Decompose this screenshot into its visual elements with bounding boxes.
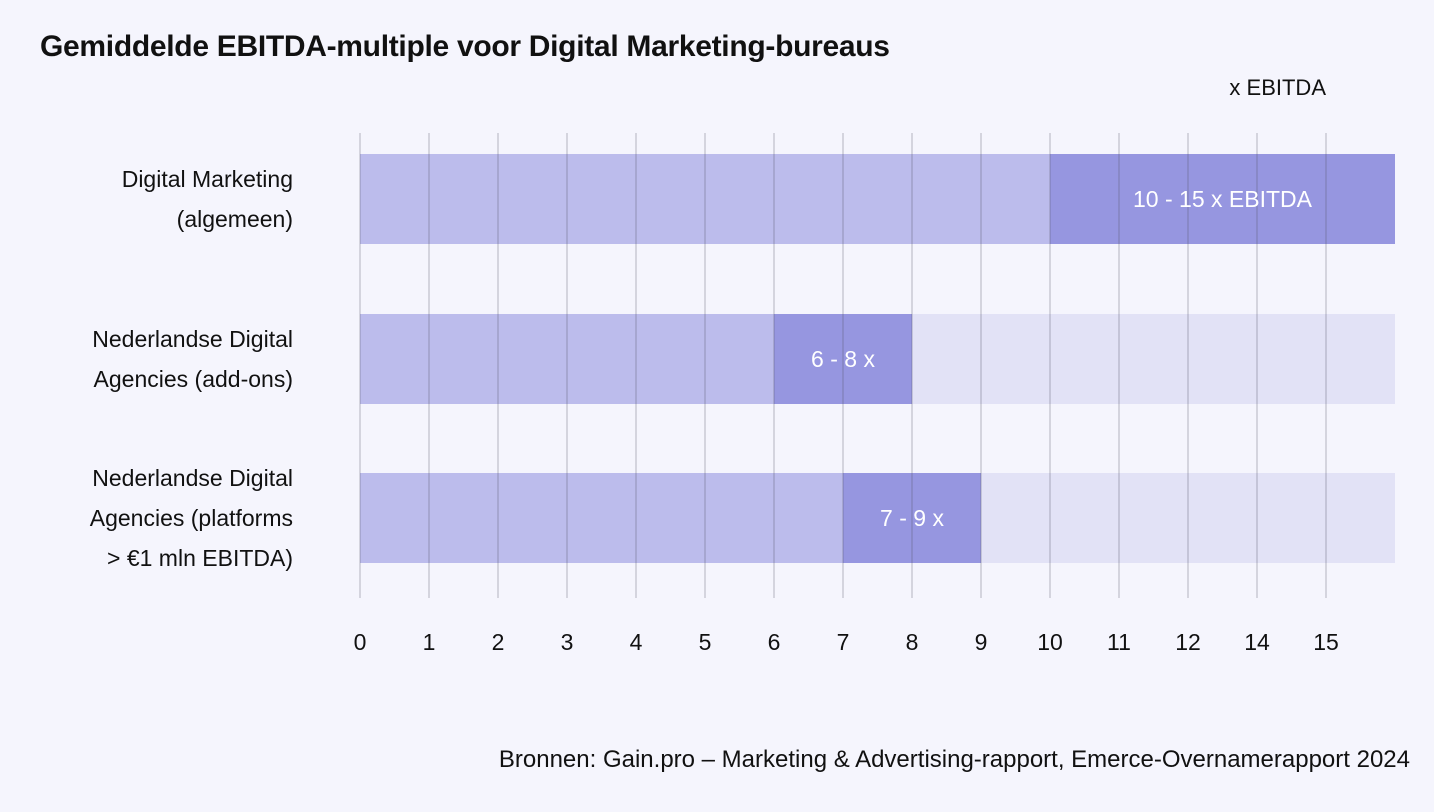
- x-tick-label: 2: [492, 629, 505, 655]
- chart-title: Gemiddelde EBITDA-multiple voor Digital …: [40, 30, 890, 63]
- category-label: Nederlandse Digital: [92, 326, 293, 352]
- x-tick-label: 3: [561, 629, 574, 655]
- x-tick-label: 5: [699, 629, 712, 655]
- x-tick-label: 11: [1107, 629, 1131, 655]
- bar-base-segment: [360, 473, 843, 563]
- data-label: 7 - 9 x: [880, 505, 944, 531]
- bar-range-segment: [1050, 154, 1395, 244]
- category-label: Agencies (platforms: [90, 505, 293, 531]
- category-label: Agencies (add-ons): [94, 366, 293, 392]
- x-tick-label: 0: [354, 629, 367, 655]
- category-label: Digital Marketing: [122, 166, 293, 192]
- category-label: Nederlandse Digital: [92, 465, 293, 491]
- x-tick-label: 6: [768, 629, 781, 655]
- x-tick-label: 4: [630, 629, 643, 655]
- category-label: > €1 mln EBITDA): [107, 545, 293, 571]
- unit-label: x EBITDA: [1229, 75, 1326, 100]
- source-note: Bronnen: Gain.pro – Marketing & Advertis…: [498, 746, 1410, 773]
- x-tick-label: 10: [1037, 629, 1063, 655]
- x-tick-label: 7: [837, 629, 850, 655]
- data-label: 6 - 8 x: [811, 346, 875, 372]
- x-tick-label: 8: [906, 629, 919, 655]
- x-tick-label: 12: [1175, 629, 1201, 655]
- x-tick-label: 15: [1313, 629, 1339, 655]
- x-tick-label: 1: [423, 629, 436, 655]
- x-tick-label: 14: [1244, 629, 1270, 655]
- category-label: (algemeen): [177, 206, 293, 232]
- x-tick-label: 9: [975, 629, 988, 655]
- data-label: 10 - 15 x EBITDA: [1133, 186, 1313, 212]
